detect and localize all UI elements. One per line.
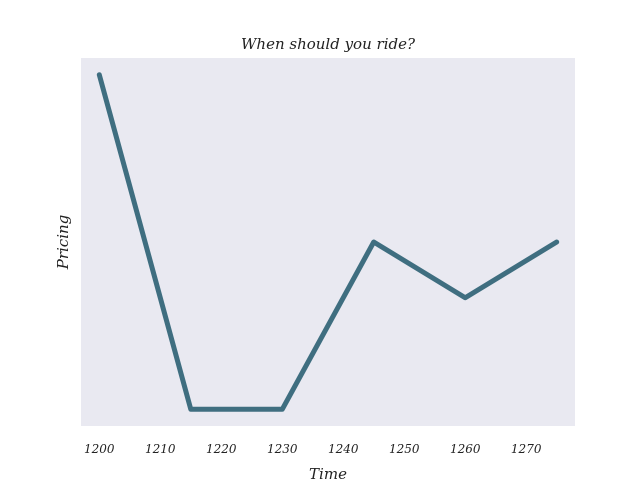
x-tick-label: 1250 <box>389 442 420 456</box>
x-axis-label: Time <box>309 465 347 480</box>
plot-area <box>81 58 575 426</box>
chart-title: When should you ride? <box>241 35 416 53</box>
x-tick-label: 1270 <box>511 442 542 456</box>
y-axis-label: Pricing <box>54 215 72 271</box>
x-tick-label: 1240 <box>328 442 359 456</box>
x-tick-label: 1230 <box>267 442 298 456</box>
series-line <box>96 72 560 412</box>
x-tick-label: 1200 <box>84 442 115 456</box>
x-tick-labels: 1200 1210 1220 1230 1240 1250 1260 1270 <box>84 442 542 456</box>
x-tick-label: 1260 <box>450 442 481 456</box>
x-tick-label: 1220 <box>206 442 237 456</box>
x-tick-label: 1210 <box>145 442 176 456</box>
